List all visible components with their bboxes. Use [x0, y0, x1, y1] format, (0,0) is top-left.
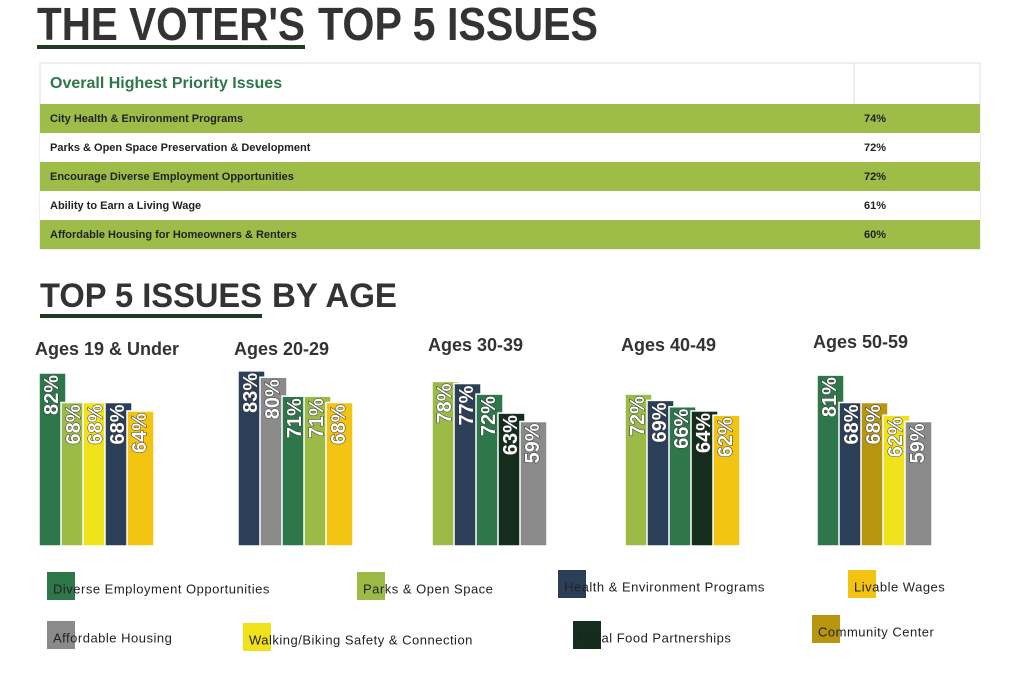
- legend-swatch: [47, 572, 75, 600]
- legend-label: Community Center: [818, 624, 935, 639]
- legend-swatch: [558, 570, 586, 598]
- table-cell: 72%: [864, 171, 886, 183]
- value-label: 66%: [671, 409, 693, 449]
- legend-label: Local Food Partnerships: [579, 630, 731, 645]
- bar: [325, 401, 354, 547]
- table-cell: Ability to Earn a Living Wage: [50, 200, 201, 212]
- table-row: [40, 191, 980, 220]
- value-label: 72%: [627, 396, 649, 436]
- table-cell: City Health & Environment Programs: [50, 113, 243, 125]
- table-cell: 74%: [864, 113, 886, 125]
- bar: [904, 420, 933, 547]
- title-part: TOP 5 ISSUES: [318, 0, 598, 50]
- value-label: 83%: [240, 373, 262, 413]
- value-label: 81%: [819, 377, 841, 417]
- table-cell: 72%: [864, 142, 886, 154]
- value-label: 82%: [41, 375, 63, 415]
- legend-label: Parks & Open Space: [363, 581, 493, 596]
- value-label: 68%: [107, 404, 129, 444]
- table-cell: Parks & Open Space Preservation & Develo…: [50, 142, 311, 154]
- value-label: 68%: [63, 404, 85, 444]
- value-label: 64%: [129, 413, 151, 453]
- value-label: 62%: [715, 417, 737, 457]
- value-label: 59%: [522, 423, 544, 463]
- bar: [712, 414, 741, 547]
- bar: [126, 410, 155, 547]
- legend-swatch: [243, 623, 271, 651]
- chart-title: Ages 40-49: [621, 335, 716, 355]
- value-label: 72%: [478, 396, 500, 436]
- table-row: [40, 133, 980, 162]
- table-row: [40, 162, 980, 191]
- table-cell: Encourage Diverse Employment Opportuniti…: [50, 171, 294, 183]
- legend-label: Affordable Housing: [53, 630, 172, 645]
- table-header: Overall Highest Priority Issues: [50, 75, 282, 92]
- value-label: 71%: [306, 398, 328, 438]
- table-row: [40, 104, 980, 133]
- value-label: 68%: [328, 404, 350, 444]
- value-label: 62%: [885, 417, 907, 457]
- value-label: 68%: [85, 404, 107, 444]
- value-label: 78%: [434, 383, 456, 423]
- legend-label: Livable Wages: [854, 579, 945, 594]
- value-label: 80%: [262, 379, 284, 419]
- chart-title: Ages 19 & Under: [35, 339, 179, 359]
- value-label: 68%: [841, 404, 863, 444]
- value-label: 64%: [693, 413, 715, 453]
- value-label: 63%: [500, 415, 522, 455]
- value-label: 59%: [907, 423, 929, 463]
- legend-swatch: [812, 615, 840, 643]
- legend-swatch: [357, 572, 385, 600]
- table-cell: 60%: [864, 229, 886, 241]
- title-underline: [37, 45, 305, 49]
- value-label: 77%: [456, 385, 478, 425]
- table-cell: 61%: [864, 200, 886, 212]
- value-label: 68%: [863, 404, 885, 444]
- legend-swatch: [573, 621, 601, 649]
- legend-swatch: [848, 570, 876, 598]
- section-underline: [40, 314, 262, 318]
- chart-title: Ages 50-59: [813, 332, 908, 352]
- table-row: [40, 220, 980, 249]
- legend-swatch: [47, 621, 75, 649]
- section-title-part: TOP 5 ISSUES: [40, 277, 262, 315]
- table-cell: Affordable Housing for Homeowners & Rent…: [50, 229, 297, 241]
- chart-title: Ages 20-29: [234, 339, 329, 359]
- value-label: 71%: [284, 398, 306, 438]
- legend-label: Walking/Biking Safety & Connection: [249, 632, 473, 647]
- title-part: THE VOTER'S: [37, 0, 305, 50]
- legend-label: Health & Environment Programs: [564, 579, 765, 594]
- chart-title: Ages 30-39: [428, 335, 523, 355]
- value-label: 69%: [649, 402, 671, 442]
- bar: [519, 420, 548, 547]
- legend-label: Diverse Employment Opportunities: [53, 581, 270, 596]
- section-title-part: BY AGE: [272, 277, 397, 315]
